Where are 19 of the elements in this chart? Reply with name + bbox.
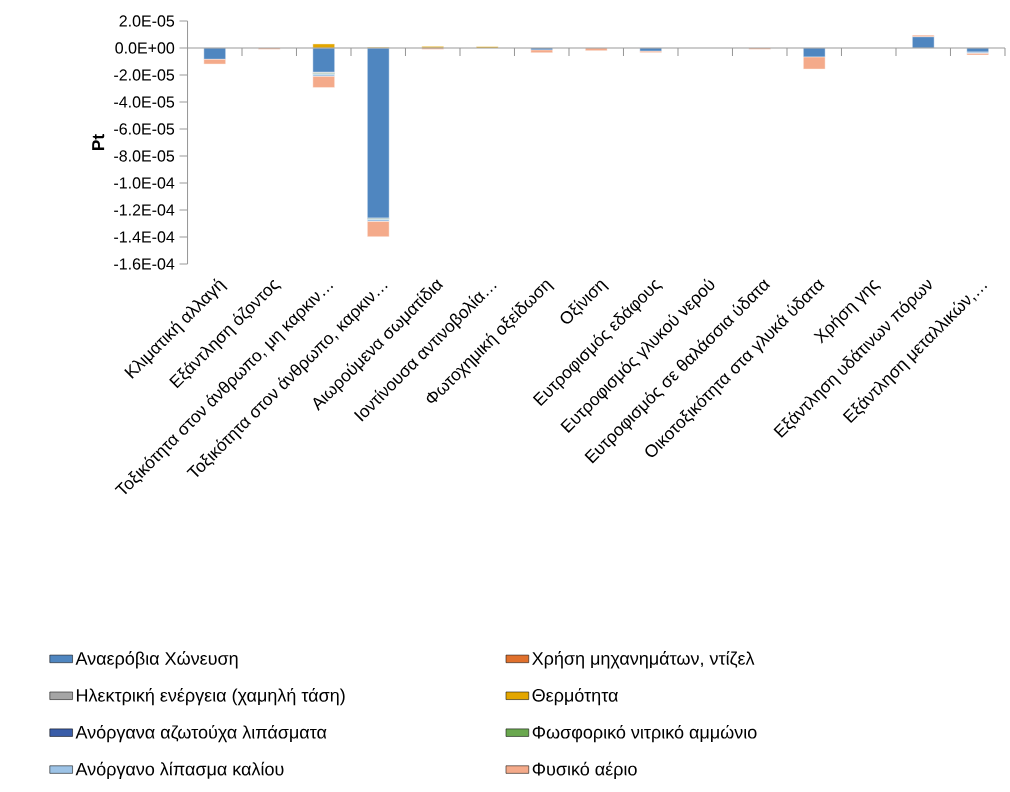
y-axis-title: Pt [92,134,105,151]
legend-label: Θερμότητα [532,687,618,706]
y-tick-label: 2.0E-05 [119,15,175,27]
legend-label: Φωσφορικό νιτρικό αμμώνιο [532,724,757,743]
y-tick-label: -6.0E-05 [114,123,175,135]
y-tick-label: -1.6E-04 [114,258,175,270]
y-tick-label: 0.0E+00 [115,42,175,54]
y-tick-label: -1.2E-04 [114,204,175,216]
legend-label: Ηλεκτρική ενέργεια (χαμηλή τάση) [76,687,345,706]
legend-label: Ανόργανο λίπασμα καλίου [75,761,284,780]
y-tick-label: -4.0E-05 [114,96,175,108]
legend-label: Ανόργανα αζωτούχα λιπάσματα [75,724,327,743]
legend-label: Χρήση μηχανημάτων, ντίζελ [532,651,755,669]
y-tick-label: -1.0E-04 [114,177,175,189]
y-tick-label: -1.4E-04 [114,231,175,243]
y-tick-label: -8.0E-05 [114,150,175,162]
y-tick-label: -2.0E-05 [114,69,175,81]
legend-label: Φυσικό αέριο [532,761,637,780]
legend-label: Αναερόβια Χώνευση [75,651,238,669]
